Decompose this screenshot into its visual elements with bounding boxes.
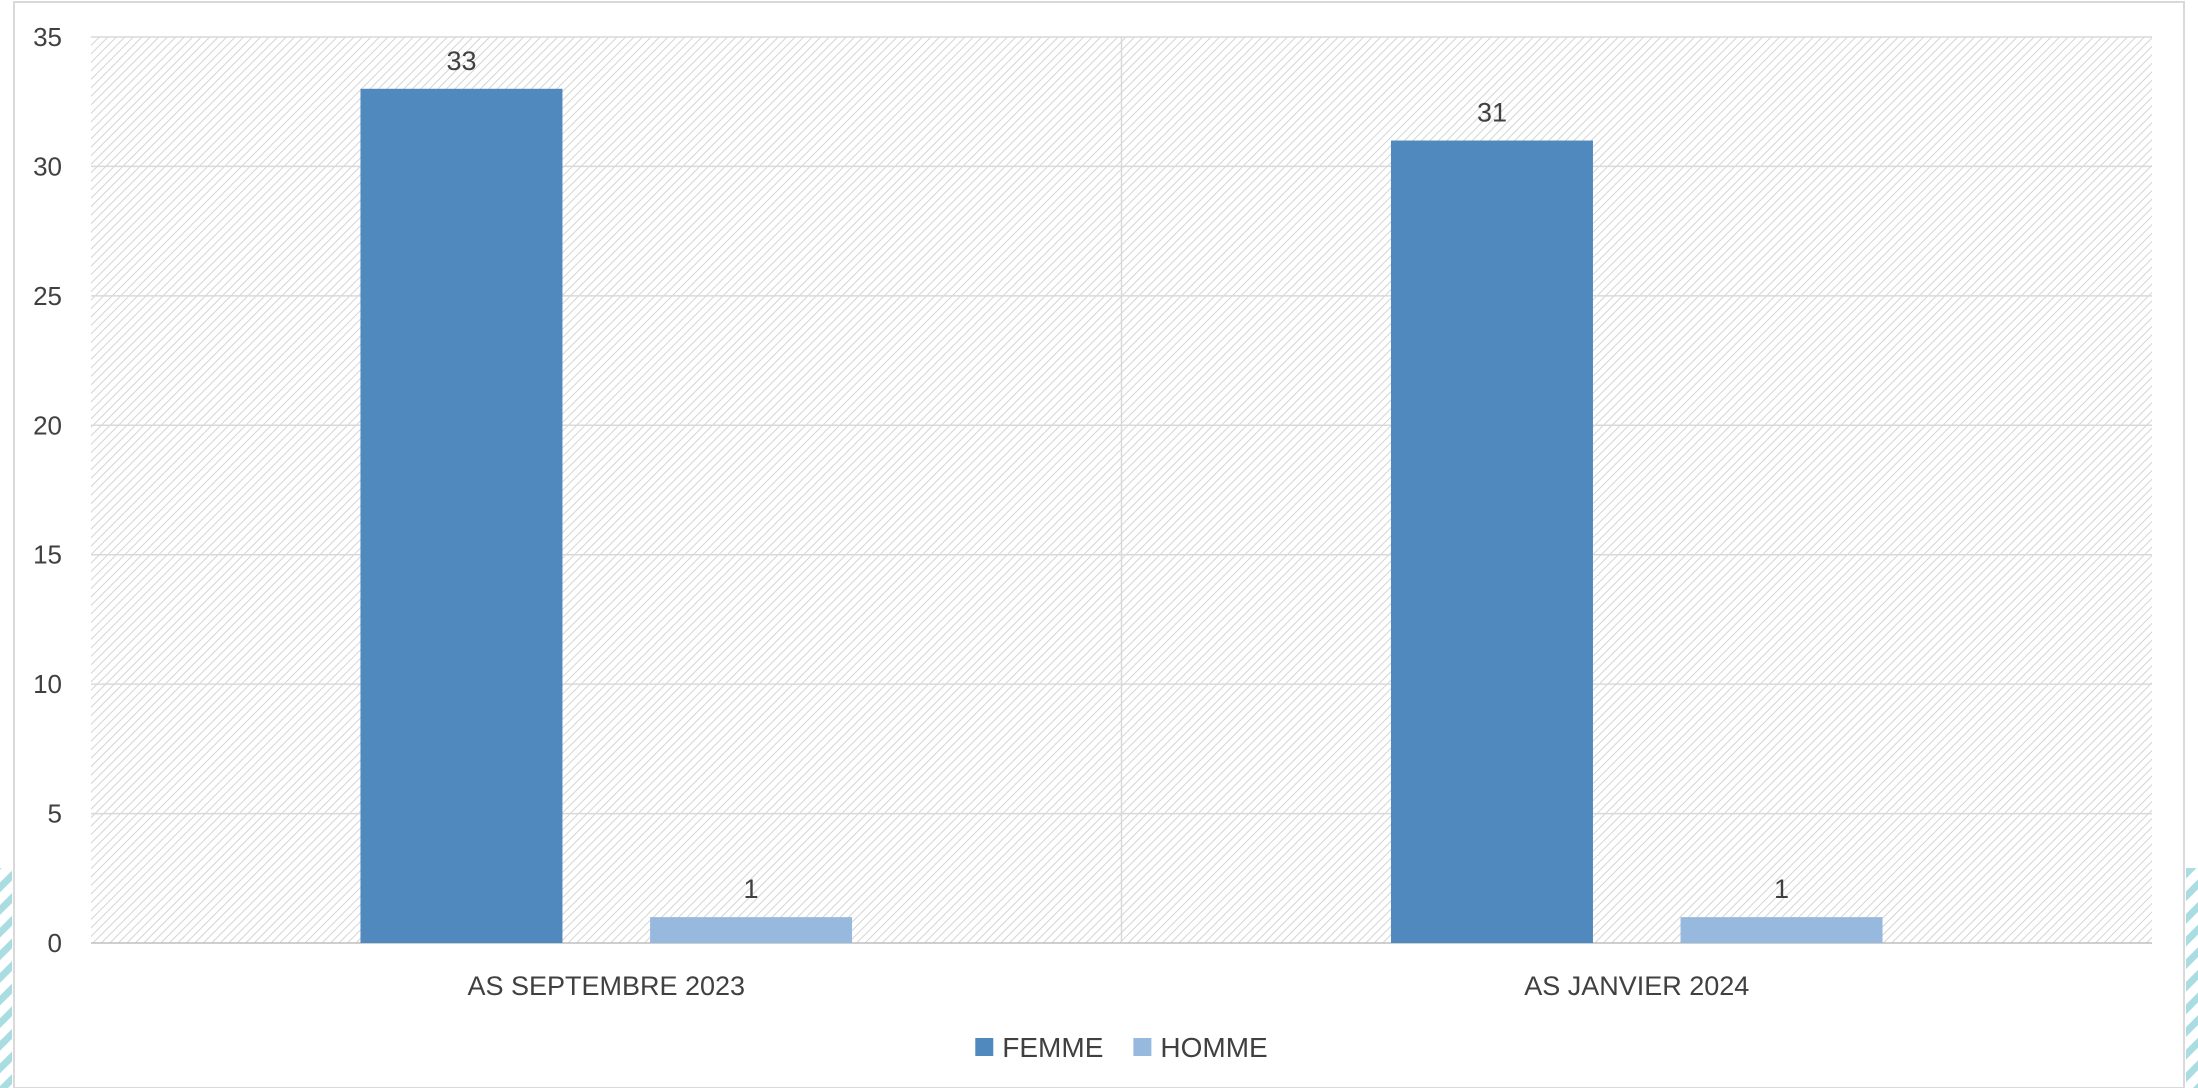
legend-item-homme: HOMME <box>1133 1032 1268 1063</box>
x-category-label: AS JANVIER 2024 <box>1524 971 1749 1001</box>
legend-item-femme: FEMME <box>975 1032 1103 1063</box>
legend-label: FEMME <box>1002 1032 1103 1063</box>
y-tick-label: 25 <box>33 281 62 311</box>
x-axis: AS SEPTEMBRE 2023 AS JANVIER 2024 <box>467 971 1749 1001</box>
data-label: 1 <box>744 874 759 904</box>
y-axis: 0 5 10 15 20 25 30 35 <box>33 22 62 958</box>
y-tick-label: 15 <box>33 540 62 570</box>
data-label: 31 <box>1477 98 1507 128</box>
left-border-stripe <box>0 868 12 1088</box>
x-category-label: AS SEPTEMBRE 2023 <box>467 971 745 1001</box>
y-tick-label: 0 <box>48 928 62 958</box>
y-tick-label: 35 <box>33 22 62 52</box>
right-border-stripe <box>2186 868 2198 1088</box>
y-tick-label: 10 <box>33 669 62 699</box>
data-label: 33 <box>446 46 476 76</box>
bar-homme <box>650 917 853 943</box>
bars <box>360 88 1883 944</box>
bar-femme <box>1390 140 1593 944</box>
legend-label: HOMME <box>1160 1032 1267 1063</box>
bar-femme <box>360 88 563 944</box>
data-labels: 33 1 31 1 <box>446 46 1789 904</box>
bar-homme <box>1680 917 1883 943</box>
data-label: 1 <box>1774 874 1789 904</box>
y-tick-label: 30 <box>33 151 62 181</box>
y-tick-label: 20 <box>33 410 62 440</box>
legend: FEMME HOMME <box>975 1032 1268 1063</box>
legend-swatch <box>975 1038 994 1056</box>
legend-swatch <box>1133 1038 1152 1056</box>
y-tick-label: 5 <box>48 799 62 829</box>
